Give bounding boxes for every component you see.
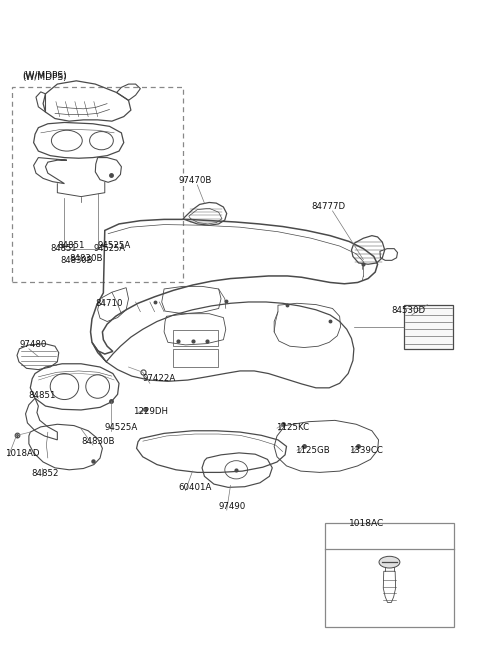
Text: 1125KC: 1125KC: [276, 423, 309, 432]
Text: 84851: 84851: [50, 244, 77, 253]
Ellipse shape: [379, 556, 400, 568]
Text: 84830B: 84830B: [69, 254, 103, 263]
Text: 84777D: 84777D: [311, 202, 345, 211]
Text: 84830B: 84830B: [81, 438, 115, 446]
Text: 1018AC: 1018AC: [349, 520, 384, 528]
Text: 84530D: 84530D: [392, 306, 426, 315]
Text: 94525A: 94525A: [97, 241, 131, 250]
Text: 97490: 97490: [219, 502, 246, 512]
Bar: [404, 304, 454, 349]
Bar: [173, 349, 218, 367]
Text: 84851: 84851: [29, 390, 56, 400]
Text: 84852: 84852: [31, 468, 59, 478]
Text: 94525A: 94525A: [94, 244, 126, 253]
Text: 84851: 84851: [57, 241, 85, 250]
Text: 84710: 84710: [96, 300, 123, 308]
Text: 97422A: 97422A: [143, 375, 176, 383]
Text: 97480: 97480: [19, 340, 47, 349]
Text: 84830B: 84830B: [60, 256, 93, 265]
Bar: [173, 330, 218, 346]
Text: (W/MDPS): (W/MDPS): [23, 73, 67, 82]
Text: 94525A: 94525A: [105, 423, 138, 432]
Text: 60401A: 60401A: [179, 483, 212, 492]
Bar: [325, 523, 454, 627]
Text: 97470B: 97470B: [179, 176, 212, 185]
FancyBboxPatch shape: [12, 87, 183, 283]
Text: 1018AD: 1018AD: [5, 449, 40, 458]
Text: (W/MDPS): (W/MDPS): [22, 71, 66, 79]
Text: 1339CC: 1339CC: [349, 446, 383, 455]
Text: 1229DH: 1229DH: [133, 407, 168, 416]
Text: 1125GB: 1125GB: [295, 446, 329, 455]
